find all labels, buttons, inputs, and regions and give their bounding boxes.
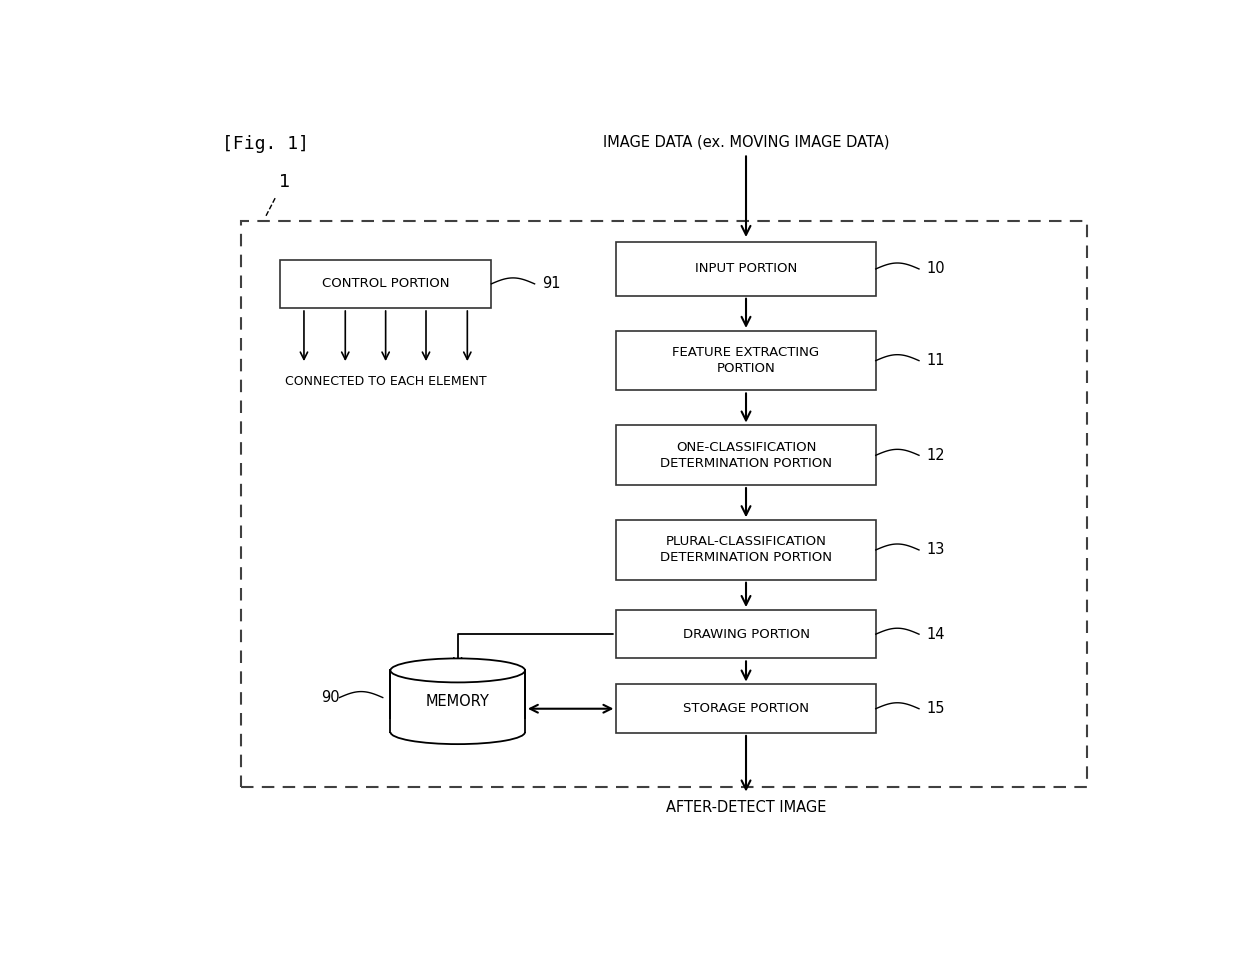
- FancyBboxPatch shape: [616, 684, 875, 733]
- Text: 13: 13: [926, 542, 945, 558]
- FancyBboxPatch shape: [616, 520, 875, 580]
- Ellipse shape: [391, 658, 525, 682]
- Text: AFTER-DETECT IMAGE: AFTER-DETECT IMAGE: [666, 800, 826, 815]
- Text: FEATURE EXTRACTING
PORTION: FEATURE EXTRACTING PORTION: [672, 347, 820, 376]
- Text: DRAWING PORTION: DRAWING PORTION: [682, 627, 810, 641]
- Text: 11: 11: [926, 353, 945, 368]
- FancyBboxPatch shape: [616, 426, 875, 485]
- FancyBboxPatch shape: [616, 610, 875, 658]
- Text: ONE-CLASSIFICATION
DETERMINATION PORTION: ONE-CLASSIFICATION DETERMINATION PORTION: [660, 440, 832, 469]
- Text: STORAGE PORTION: STORAGE PORTION: [683, 702, 808, 715]
- Text: CONTROL PORTION: CONTROL PORTION: [322, 278, 449, 290]
- FancyBboxPatch shape: [616, 331, 875, 390]
- Ellipse shape: [391, 720, 525, 744]
- Text: 12: 12: [926, 448, 945, 463]
- Text: CONNECTED TO EACH ELEMENT: CONNECTED TO EACH ELEMENT: [285, 376, 486, 388]
- Text: [Fig. 1]: [Fig. 1]: [222, 135, 309, 153]
- Text: 90: 90: [321, 690, 340, 705]
- Text: PLURAL-CLASSIFICATION
DETERMINATION PORTION: PLURAL-CLASSIFICATION DETERMINATION PORT…: [660, 535, 832, 564]
- Text: 15: 15: [926, 701, 945, 716]
- Text: 1: 1: [279, 172, 290, 191]
- FancyBboxPatch shape: [388, 718, 527, 732]
- FancyBboxPatch shape: [616, 242, 875, 296]
- FancyBboxPatch shape: [280, 259, 491, 308]
- Text: 91: 91: [542, 277, 560, 291]
- Text: 10: 10: [926, 261, 945, 277]
- Text: IMAGE DATA (ex. MOVING IMAGE DATA): IMAGE DATA (ex. MOVING IMAGE DATA): [603, 135, 889, 150]
- Text: MEMORY: MEMORY: [425, 694, 490, 709]
- Text: 14: 14: [926, 626, 945, 642]
- Text: INPUT PORTION: INPUT PORTION: [694, 262, 797, 276]
